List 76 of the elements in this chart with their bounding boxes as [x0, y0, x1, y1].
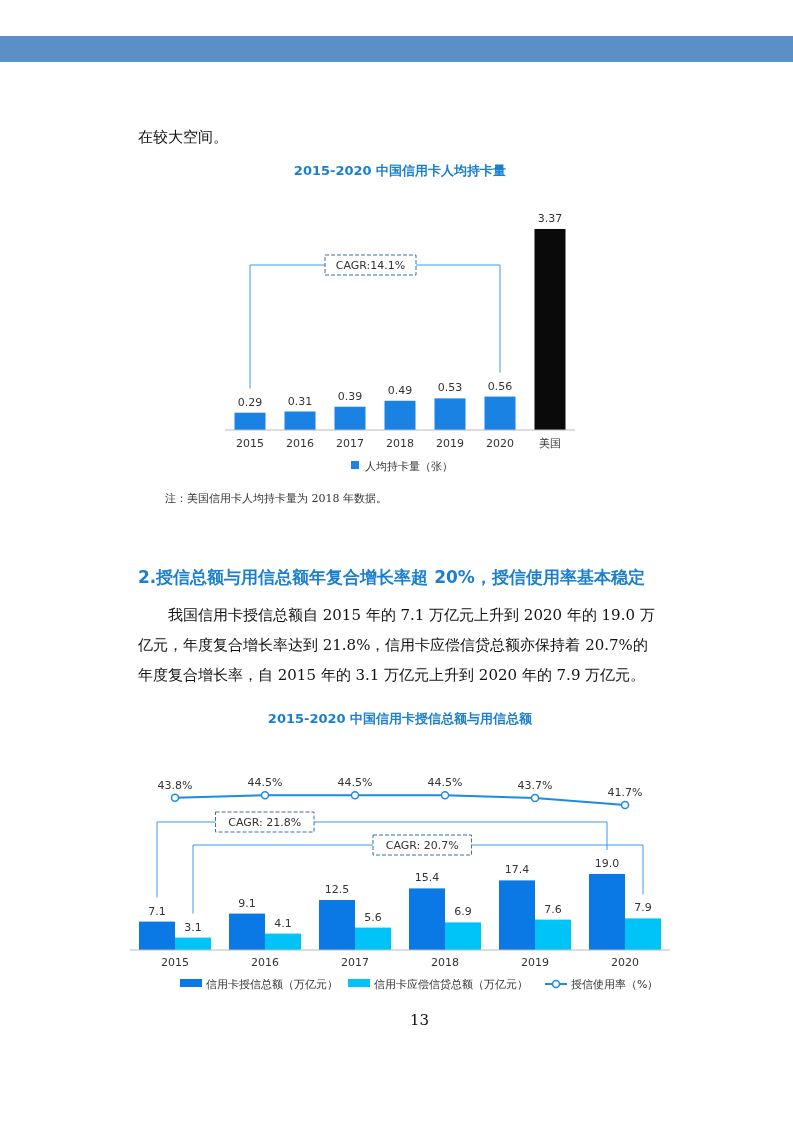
point — [620, 800, 630, 810]
data-label: 3.1 — [184, 920, 202, 934]
data-label: 44.5% — [427, 776, 463, 790]
point — [350, 791, 360, 800]
x-tick-label: 2016 — [251, 956, 279, 969]
text: 我国信用卡授信总额自 2015 年的 7.1 万亿元上升到 2020 年的 19.0 万亿元，年度复合增长率达到 21.8%，信用卡应偿信贷总额亦保持着 20.7%的年度复合增长率，自 2015 年的 3.1 万亿元上升到 2020 年的 7.9 万亿元。 — [138, 605, 656, 686]
point — [260, 791, 270, 800]
legend-label: 授信使用率（%） — [571, 978, 659, 991]
point — [170, 793, 180, 802]
bar — [499, 880, 535, 950]
data-label: 0.53 — [437, 381, 463, 395]
bar — [265, 933, 301, 950]
data-label: 15.4 — [414, 871, 440, 885]
data-label: 3.37 — [537, 211, 563, 225]
bar — [445, 922, 481, 950]
chart-title: 2015-2020 中国信用卡人均持卡量 — [293, 163, 507, 178]
data-label: 4.1 — [274, 916, 292, 930]
x-tick-label: 2016 — [286, 437, 314, 450]
bar — [139, 921, 175, 950]
bar — [319, 900, 355, 950]
x-tick-label: 2018 — [431, 956, 459, 969]
data-label: 7.6 — [544, 902, 562, 916]
data-label: 44.5% — [337, 776, 373, 790]
bar — [229, 913, 265, 950]
data-label: 0.29 — [237, 395, 263, 409]
data-label: 19.0 — [594, 857, 620, 870]
data-label: 0.56 — [487, 379, 513, 393]
data-label: 0.31 — [287, 394, 313, 408]
bar — [334, 406, 366, 430]
data-label: 44.5% — [247, 776, 283, 790]
bar — [589, 874, 625, 950]
legend-label: 信用卡授信总额（万亿元） — [206, 978, 338, 991]
legend-label: 信用卡应偿信贷总额（万亿元） — [374, 978, 528, 991]
bar — [384, 400, 416, 430]
text: CAGR: 21.8% — [228, 816, 302, 829]
text: 在较大空间。 — [138, 127, 229, 148]
text: 注：美国信用卡人均持卡量为 2018 年数据。 — [165, 492, 387, 505]
data-label: 7.1 — [148, 904, 166, 918]
data-label: 0.39 — [337, 389, 363, 403]
bar — [535, 919, 571, 950]
x-tick-label: 2019 — [436, 437, 464, 450]
data-label: 7.9 — [634, 901, 652, 915]
bar — [434, 398, 466, 430]
x-tick-label: 美国 — [539, 437, 561, 450]
x-tick-label: 2015 — [236, 437, 264, 450]
x-tick-label: 2020 — [611, 956, 639, 969]
x-tick-label: 2018 — [386, 437, 414, 450]
annotation: CAGR:14.1% — [335, 259, 406, 272]
data-label: 43.7% — [517, 779, 553, 793]
x-tick-label: 2019 — [521, 956, 549, 969]
text: CAGR: 20.7% — [385, 839, 459, 852]
point — [530, 793, 540, 803]
x-tick-label: 2020 — [486, 437, 514, 450]
text: 13 — [410, 1010, 431, 1031]
x-tick-label: 2017 — [341, 956, 369, 969]
x-tick-label: 2015 — [161, 956, 189, 969]
data-label: 9.1 — [238, 896, 256, 910]
bar — [484, 396, 516, 430]
x-tick-label: 2017 — [336, 437, 364, 450]
data-label: 41.7% — [607, 786, 643, 800]
bar — [409, 888, 445, 950]
bar — [625, 918, 661, 950]
point — [440, 791, 450, 800]
data-label: 43.8% — [157, 778, 193, 792]
bar — [355, 927, 391, 950]
data-label: 6.9 — [454, 905, 472, 919]
data-label: 5.6 — [364, 910, 382, 924]
text: 2015-2020 中国信用卡授信总额与用信总额 — [266, 710, 534, 728]
data-label: 17.4 — [504, 863, 530, 877]
data-label: 0.49 — [387, 383, 413, 397]
bar — [534, 228, 566, 430]
text: 2.授信总额与用信总额年复合增长率超 20%，授信使用率基本稳定 — [138, 566, 646, 589]
data-label: 12.5 — [324, 883, 350, 896]
bar — [234, 412, 266, 430]
legend-label: 人均持卡量（张） — [365, 460, 453, 473]
bar — [284, 411, 316, 430]
